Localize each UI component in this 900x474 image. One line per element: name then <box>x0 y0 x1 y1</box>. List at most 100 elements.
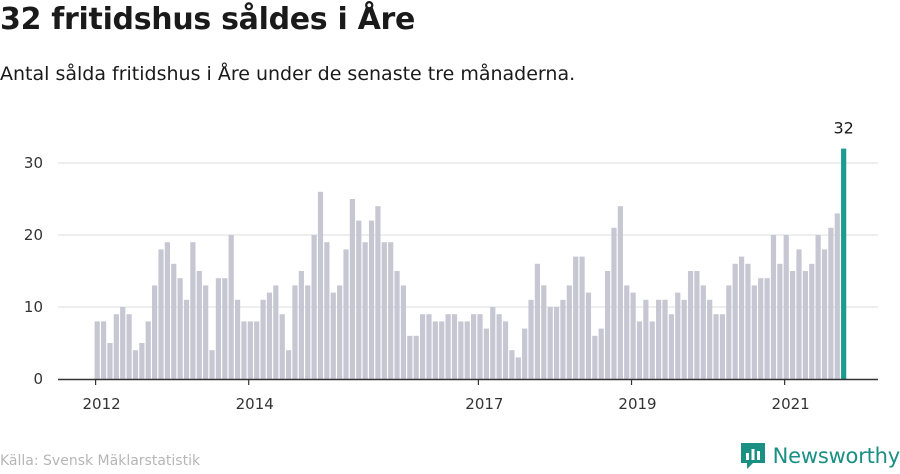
bar-chart: 0 10 20 30 2012 2014 2017 2019 2021 32 <box>24 119 878 413</box>
highlight-value-label: 32 <box>833 119 853 138</box>
bar <box>132 350 139 379</box>
bar <box>515 357 521 379</box>
bar <box>158 249 164 379</box>
bar <box>496 314 502 379</box>
bar <box>713 314 719 379</box>
bar <box>228 235 234 379</box>
bar <box>656 299 662 379</box>
bar-series <box>94 148 847 379</box>
bar <box>758 278 764 379</box>
x-tick-label: 2019 <box>618 395 656 413</box>
chart-subtitle: Antal sålda fritidshus i Åre under de se… <box>0 63 576 85</box>
bar <box>247 321 253 379</box>
bar <box>260 299 266 379</box>
bar <box>777 263 783 379</box>
bar <box>502 321 509 379</box>
bar <box>541 285 547 379</box>
bar <box>764 278 770 379</box>
bar <box>107 343 113 379</box>
bar <box>471 314 477 379</box>
bar <box>286 350 292 379</box>
bar <box>687 271 694 379</box>
bar <box>94 321 100 379</box>
brand-name: Newsworthy <box>772 444 900 468</box>
bar <box>196 271 202 379</box>
bar <box>522 328 528 379</box>
bar <box>139 343 145 379</box>
bar <box>560 299 566 379</box>
bar <box>432 321 438 379</box>
bar <box>234 299 241 379</box>
bar <box>834 213 840 379</box>
bar <box>324 242 330 379</box>
bar <box>330 292 336 379</box>
bar <box>120 307 126 379</box>
bar <box>694 271 700 379</box>
x-tick-label: 2017 <box>465 395 503 413</box>
bar <box>177 278 183 379</box>
x-axis-ticks: 2012 2014 2017 2019 2021 <box>83 379 810 413</box>
bar <box>305 285 311 379</box>
bar <box>292 285 298 379</box>
bar <box>190 242 196 379</box>
bar <box>279 314 285 379</box>
bar <box>585 292 592 379</box>
bar <box>222 278 228 379</box>
bar <box>458 321 464 379</box>
newsworthy-logo-icon <box>740 443 765 469</box>
bar <box>592 335 598 379</box>
bar <box>770 235 777 379</box>
bar <box>298 271 304 379</box>
bar <box>400 285 407 379</box>
bar <box>796 249 802 379</box>
bar <box>152 285 158 379</box>
bar <box>266 292 273 379</box>
bar <box>579 256 585 379</box>
bar <box>100 321 107 379</box>
x-tick-label: 2012 <box>83 395 121 413</box>
y-tick-label: 10 <box>24 298 43 316</box>
bar <box>343 249 349 379</box>
bar <box>241 321 247 379</box>
bar <box>381 242 387 379</box>
bar <box>700 285 706 379</box>
bar <box>681 299 687 379</box>
bar <box>783 235 789 379</box>
bar <box>407 335 413 379</box>
chart-title: 32 fritidshus såldes i Åre <box>0 2 416 37</box>
bar <box>171 263 177 379</box>
bar <box>605 271 611 379</box>
bar <box>751 285 757 379</box>
bar <box>821 249 828 379</box>
bar <box>509 350 515 379</box>
bar <box>636 321 643 379</box>
bar <box>349 199 355 379</box>
bar <box>553 307 560 379</box>
bar <box>643 299 649 379</box>
bar <box>273 285 279 379</box>
y-tick-label: 20 <box>24 226 43 244</box>
bar <box>317 191 324 379</box>
bar <box>368 220 375 379</box>
bar <box>445 314 451 379</box>
bar <box>419 314 426 379</box>
bar <box>573 256 579 379</box>
bar <box>483 328 489 379</box>
x-tick-label: 2014 <box>236 395 274 413</box>
bar <box>145 321 151 379</box>
bar <box>547 307 553 379</box>
y-axis-tick-labels: 0 10 20 30 <box>24 154 43 388</box>
bar <box>426 314 432 379</box>
bar <box>215 278 222 379</box>
bar <box>802 271 808 379</box>
bar <box>375 206 381 379</box>
bar <box>477 314 483 379</box>
bar <box>745 263 751 379</box>
bar <box>388 242 394 379</box>
bar <box>611 227 617 379</box>
annotations: 32 <box>833 119 853 138</box>
bar <box>451 314 458 379</box>
bar <box>464 321 470 379</box>
bar <box>254 321 260 379</box>
bar <box>668 314 674 379</box>
